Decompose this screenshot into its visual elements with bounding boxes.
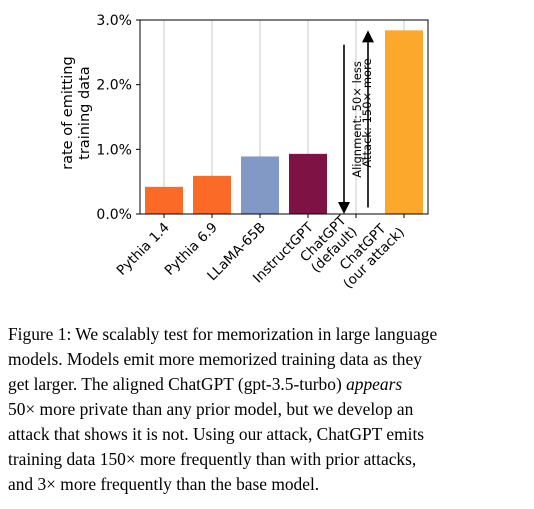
caption-text: Figure 1: We scalably test for memorizat… bbox=[8, 324, 438, 344]
annotation-arrow-head bbox=[338, 202, 350, 214]
caption-text: training data 150× more frequently than … bbox=[8, 449, 417, 469]
y-axis-label-group: rate of emitting training data bbox=[60, 56, 93, 170]
caption-text: attack that shows it is not. Using our a… bbox=[8, 424, 425, 444]
y-tick-label: 1.0% bbox=[96, 142, 132, 158]
figure-chart: Alignment: 50× less Attack: 150× more 0.0… bbox=[60, 13, 429, 292]
y-axis-label: rate of emitting training data bbox=[60, 56, 93, 170]
caption-text: get larger. The aligned ChatGPT (gpt-3.5… bbox=[8, 374, 347, 394]
y-tick-label: 2.0% bbox=[96, 78, 132, 94]
annotation-text-group: Alignment: 50× less bbox=[350, 61, 364, 178]
caption-line: training data 150× more frequently than … bbox=[8, 447, 526, 472]
bar bbox=[385, 30, 423, 215]
annotation-text: Alignment: 50× less bbox=[350, 61, 364, 178]
caption-line: and 3× more frequently than the base mod… bbox=[8, 472, 526, 497]
y-axis-label-line: training data bbox=[77, 66, 93, 159]
caption-line: Figure 1: We scalably test for memorizat… bbox=[8, 322, 526, 347]
caption-line: get larger. The aligned ChatGPT (gpt-3.5… bbox=[8, 372, 526, 397]
figure-caption: Figure 1: We scalably test for memorizat… bbox=[8, 322, 526, 497]
y-tick-label: 3.0% bbox=[96, 13, 132, 29]
plot-frame bbox=[139, 19, 429, 215]
annotation-text: Attack: 150× more bbox=[360, 58, 374, 167]
bar bbox=[193, 175, 231, 214]
bars bbox=[145, 30, 423, 215]
annotation-text-group: Attack: 150× more bbox=[360, 58, 374, 167]
caption-text: and 3× more frequently than the base mod… bbox=[8, 474, 320, 494]
caption-emphasis: appears bbox=[346, 374, 403, 394]
caption-line: 50× more private than any prior model, b… bbox=[8, 397, 526, 422]
caption-line: models. Models emit more memorized train… bbox=[8, 347, 526, 372]
bar bbox=[145, 186, 183, 214]
annotation-arrow-head bbox=[362, 30, 374, 43]
bar bbox=[289, 153, 327, 214]
y-axis-ticks: 0.0% 1.0% 2.0% 3.0% bbox=[96, 13, 140, 223]
y-tick-label: 0.0% bbox=[96, 207, 132, 223]
caption-text: 50× more private than any prior model, b… bbox=[8, 399, 414, 419]
caption-text: models. Models emit more memorized train… bbox=[8, 349, 422, 369]
bar bbox=[241, 156, 279, 214]
y-axis-label-line: rate of emitting bbox=[60, 56, 76, 170]
caption-line: attack that shows it is not. Using our a… bbox=[8, 422, 526, 447]
